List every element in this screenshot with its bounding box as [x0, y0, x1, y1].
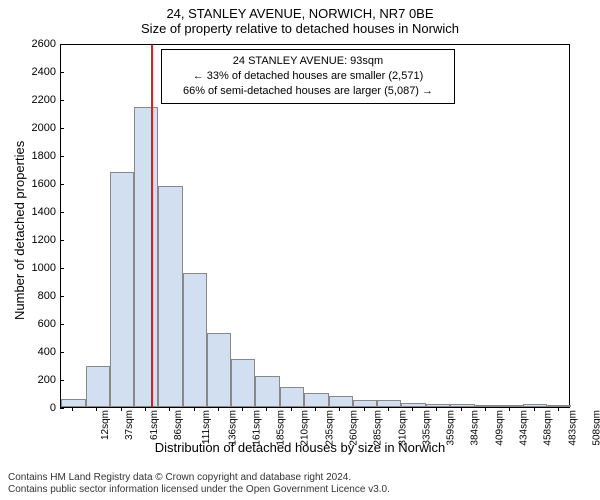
histogram-bar	[304, 393, 329, 407]
histogram-bar	[475, 405, 499, 407]
info-line-2: ← 33% of detached houses are smaller (2,…	[168, 69, 448, 84]
histogram-bar	[498, 405, 523, 407]
y-tick-label: 600	[38, 318, 56, 330]
info-box: 24 STANLEY AVENUE: 93sqm ← 33% of detach…	[161, 49, 455, 104]
y-tick-label: 2400	[32, 66, 56, 78]
y-tick-label: 2600	[32, 38, 56, 50]
histogram-bar	[158, 186, 183, 407]
histogram-bar	[450, 404, 475, 407]
x-tick-label: 37sqm	[124, 410, 135, 440]
histogram-bar	[61, 399, 86, 407]
info-line-1: 24 STANLEY AVENUE: 93sqm	[168, 54, 448, 69]
x-tick-label: 12sqm	[100, 410, 111, 440]
y-tick-label: 2000	[32, 122, 56, 134]
marker-line	[151, 45, 153, 407]
x-axis-label: Distribution of detached houses by size …	[0, 440, 600, 455]
y-tick-label: 1200	[32, 234, 56, 246]
histogram-bar	[86, 366, 111, 407]
y-tick-label: 400	[38, 346, 56, 358]
histogram-bar	[231, 359, 256, 407]
y-tick-label: 2200	[32, 94, 56, 106]
footer-attribution: Contains HM Land Registry data © Crown c…	[8, 472, 390, 496]
y-tick-label: 800	[38, 290, 56, 302]
x-tick-label: 86sqm	[173, 410, 184, 440]
y-tick-label: 0	[50, 402, 56, 414]
y-axis-ticks: 0200400600800100012001400160018002000220…	[0, 44, 60, 408]
y-tick-label: 1600	[32, 178, 56, 190]
histogram-bar	[426, 404, 451, 408]
histogram-bar	[353, 400, 377, 407]
footer-line-1: Contains HM Land Registry data © Crown c…	[8, 472, 390, 484]
chart-title-main: 24, STANLEY AVENUE, NORWICH, NR7 0BE	[0, 0, 600, 21]
x-tick-label: 111sqm	[201, 410, 212, 444]
histogram-bar	[401, 403, 426, 407]
histogram-bar	[110, 172, 134, 407]
chart-title-sub: Size of property relative to detached ho…	[0, 21, 600, 40]
histogram-bar	[329, 396, 354, 407]
y-tick-label: 200	[38, 374, 56, 386]
histogram-bar	[523, 404, 548, 408]
histogram-bar	[134, 107, 159, 407]
footer-line-3: Contains public sector information licen…	[8, 484, 390, 496]
x-axis-ticks: 12sqm37sqm61sqm86sqm111sqm136sqm161sqm18…	[60, 408, 570, 468]
histogram-bar	[255, 376, 280, 408]
plot-area: 24 STANLEY AVENUE: 93sqm ← 33% of detach…	[60, 44, 570, 408]
info-line-3: 66% of semi-detached houses are larger (…	[168, 84, 448, 99]
histogram-bar	[183, 273, 208, 407]
histogram-bar	[547, 405, 571, 407]
y-tick-label: 1000	[32, 262, 56, 274]
histogram-bar	[377, 400, 402, 407]
y-tick-label: 1400	[32, 206, 56, 218]
histogram-bar	[207, 333, 231, 407]
x-tick-label: 61sqm	[149, 410, 160, 440]
chart-container: 24, STANLEY AVENUE, NORWICH, NR7 0BE Siz…	[0, 0, 600, 500]
y-tick-label: 1800	[32, 150, 56, 162]
histogram-bar	[280, 387, 305, 407]
